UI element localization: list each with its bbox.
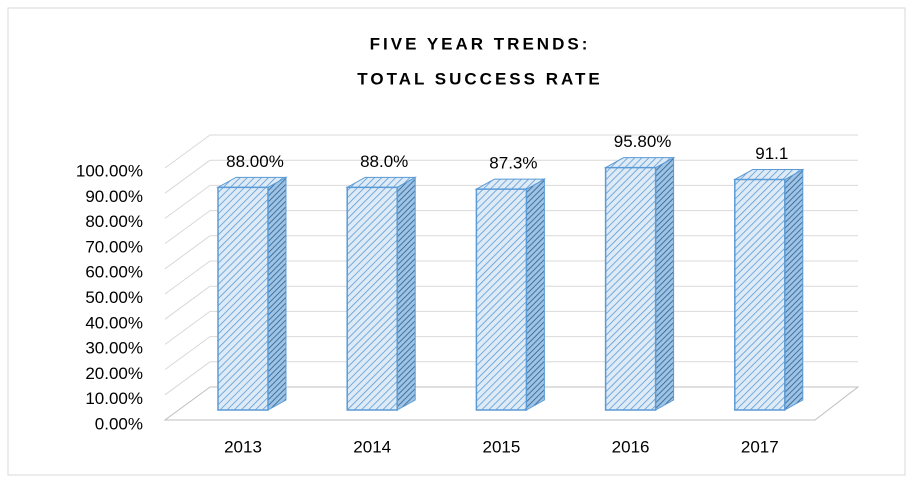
bar-side bbox=[525, 178, 545, 411]
bar-side bbox=[396, 176, 416, 411]
grid-line bbox=[164, 361, 211, 396]
x-tick-label: 2017 bbox=[741, 437, 779, 456]
chart-title: FIVE YEAR TRENDS: bbox=[370, 34, 591, 53]
y-tick-label: 80.00% bbox=[85, 212, 143, 231]
grid-line bbox=[164, 235, 211, 270]
y-tick-label: 60.00% bbox=[85, 263, 143, 282]
data-label: 91.1 bbox=[755, 144, 788, 163]
bar bbox=[475, 188, 528, 411]
x-tick-label: 2016 bbox=[612, 437, 650, 456]
bar-side bbox=[267, 176, 287, 411]
y-tick-label: 30.00% bbox=[85, 339, 143, 358]
y-tick-label: 40.00% bbox=[85, 313, 143, 332]
data-label: 88.0% bbox=[360, 152, 408, 171]
grid-line bbox=[164, 260, 211, 295]
grid-line bbox=[164, 285, 211, 320]
data-label: 95.80% bbox=[614, 132, 672, 151]
y-tick-label: 100.00% bbox=[76, 161, 143, 180]
grid-line bbox=[164, 210, 211, 245]
y-tick-label: 70.00% bbox=[85, 237, 143, 256]
x-tick-label: 2015 bbox=[482, 437, 520, 456]
x-tick-label: 2013 bbox=[224, 437, 262, 456]
x-tick-label: 2014 bbox=[353, 437, 391, 456]
bar bbox=[604, 166, 657, 411]
grid-line bbox=[164, 336, 211, 371]
data-label: 87.3% bbox=[489, 154, 537, 173]
bar-side bbox=[655, 156, 675, 411]
y-tick-label: 50.00% bbox=[85, 288, 143, 307]
grid-line bbox=[164, 134, 211, 169]
bar-side bbox=[784, 168, 804, 411]
chart-title: TOTAL SUCCESS RATE bbox=[357, 69, 602, 88]
bar bbox=[217, 186, 269, 411]
y-tick-label: 0.00% bbox=[95, 414, 143, 433]
y-tick-label: 10.00% bbox=[85, 389, 143, 408]
grid-line bbox=[164, 310, 211, 345]
y-tick-label: 90.00% bbox=[85, 187, 143, 206]
grid-line bbox=[164, 159, 211, 194]
bar bbox=[346, 186, 398, 411]
bar bbox=[734, 178, 786, 411]
y-tick-label: 20.00% bbox=[85, 364, 143, 383]
grid-line bbox=[164, 184, 211, 219]
data-label: 88.00% bbox=[226, 152, 284, 171]
